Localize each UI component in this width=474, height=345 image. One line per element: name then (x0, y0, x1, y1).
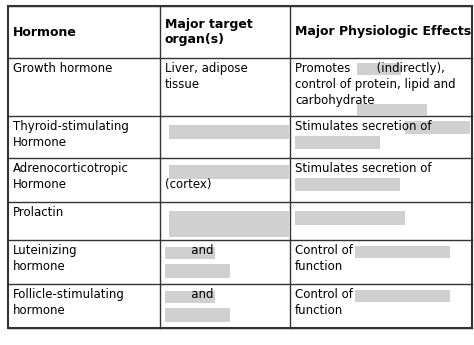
Text: Stimulates secretion of: Stimulates secretion of (295, 120, 431, 133)
Text: and: and (165, 288, 213, 301)
Text: Major Physiologic Effects: Major Physiologic Effects (295, 26, 471, 39)
Text: Adrenocorticotropic
Hormone: Adrenocorticotropic Hormone (13, 162, 129, 191)
Bar (295, 178, 400, 191)
Text: Prolactin: Prolactin (13, 206, 64, 219)
Text: Hormone: Hormone (13, 26, 77, 39)
Bar (165, 308, 230, 322)
Bar (165, 247, 215, 259)
Text: Growth hormone: Growth hormone (13, 62, 112, 75)
Bar (357, 63, 401, 75)
Bar (355, 290, 450, 302)
Bar (169, 211, 289, 237)
Text: Promotes       (indirectly),
control of protein, lipid and
carbohydrate: Promotes (indirectly), control of protei… (295, 62, 456, 107)
Bar (357, 104, 427, 116)
Text: Control of
function: Control of function (295, 288, 353, 317)
Text: Luteinizing
hormone: Luteinizing hormone (13, 244, 78, 273)
Bar (295, 136, 380, 149)
Bar (355, 246, 450, 258)
Text: Stimulates secretion of: Stimulates secretion of (295, 162, 431, 175)
Text: Major target
organ(s): Major target organ(s) (165, 18, 253, 46)
Text: Liver, adipose
tissue: Liver, adipose tissue (165, 62, 248, 91)
Text: Control of
function: Control of function (295, 244, 353, 273)
Bar (405, 121, 470, 134)
Text: (cortex): (cortex) (165, 162, 211, 191)
Text: Follicle-stimulating
hormone: Follicle-stimulating hormone (13, 288, 125, 317)
Bar (169, 165, 289, 179)
Bar (165, 291, 215, 303)
Bar (165, 264, 230, 278)
Text: Thyroid-stimulating
Hormone: Thyroid-stimulating Hormone (13, 120, 129, 149)
Bar (295, 211, 405, 225)
Bar (169, 125, 289, 139)
Text: and: and (165, 244, 213, 257)
